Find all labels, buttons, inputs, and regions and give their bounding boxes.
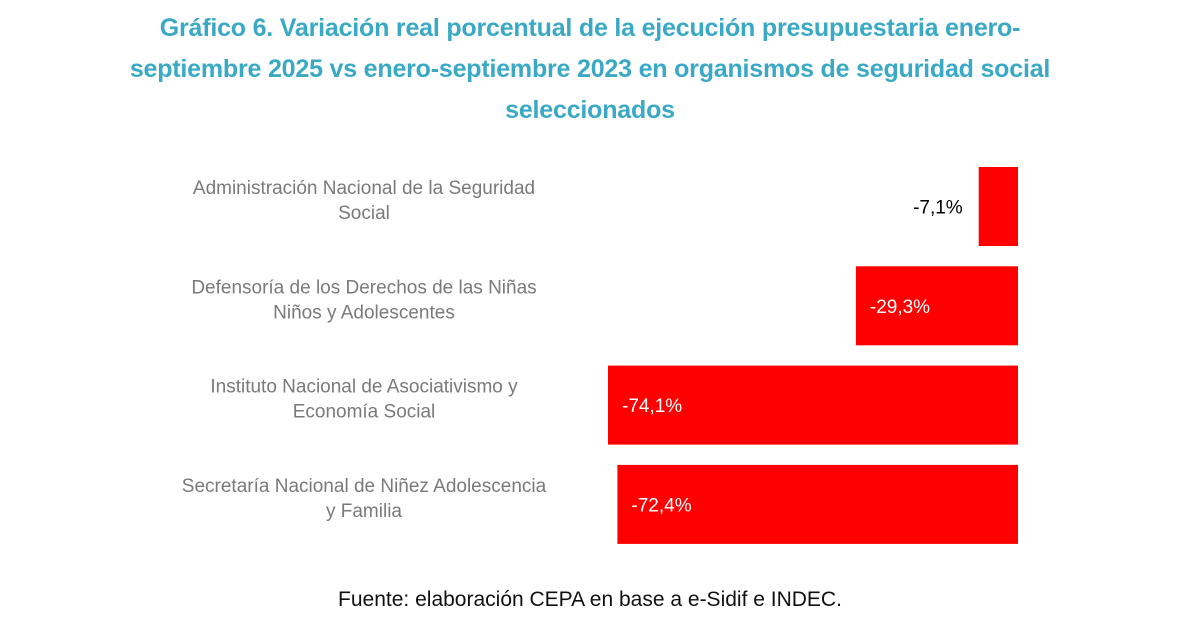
bar-2 [855, 266, 1018, 346]
category-label-1-line-2: Social [338, 203, 390, 224]
category-label-4-line-1: Secretaría Nacional de Niñez Adolescenci… [182, 476, 547, 497]
category-label-3-line-1: Instituto Nacional de Asociativismo y [210, 377, 518, 398]
chart-title-line-3: seleccionados [505, 96, 675, 124]
category-label-1-line-1: Administración Nacional de la Seguridad [193, 178, 535, 199]
data-label-3: -74,1% [622, 396, 682, 417]
category-label-2-line-1: Defensoría de los Derechos de las Niñas [191, 277, 536, 298]
data-label-2: -29,3% [870, 297, 930, 318]
source-note: Fuente: elaboración CEPA en base a e-Sid… [338, 588, 842, 611]
chart-title-line-1: Gráfico 6. Variación real porcentual de … [159, 14, 1021, 42]
chart-title: Gráfico 6. Variación real porcentual de … [40, 8, 1140, 131]
bar-4 [617, 464, 1018, 544]
data-label-1: -7,1% [913, 198, 963, 219]
bar-1 [978, 167, 1018, 246]
category-label-2-line-2: Niños y Adolescentes [273, 302, 455, 323]
data-label-4: -72,4% [631, 495, 691, 516]
category-label-3-line-2: Economía Social [293, 402, 436, 423]
chart-title-line-2: septiembre 2025 vs enero-septiembre 2023… [129, 55, 1051, 83]
category-label-4-line-2: y Familia [326, 501, 402, 522]
bar-3 [608, 365, 1018, 445]
